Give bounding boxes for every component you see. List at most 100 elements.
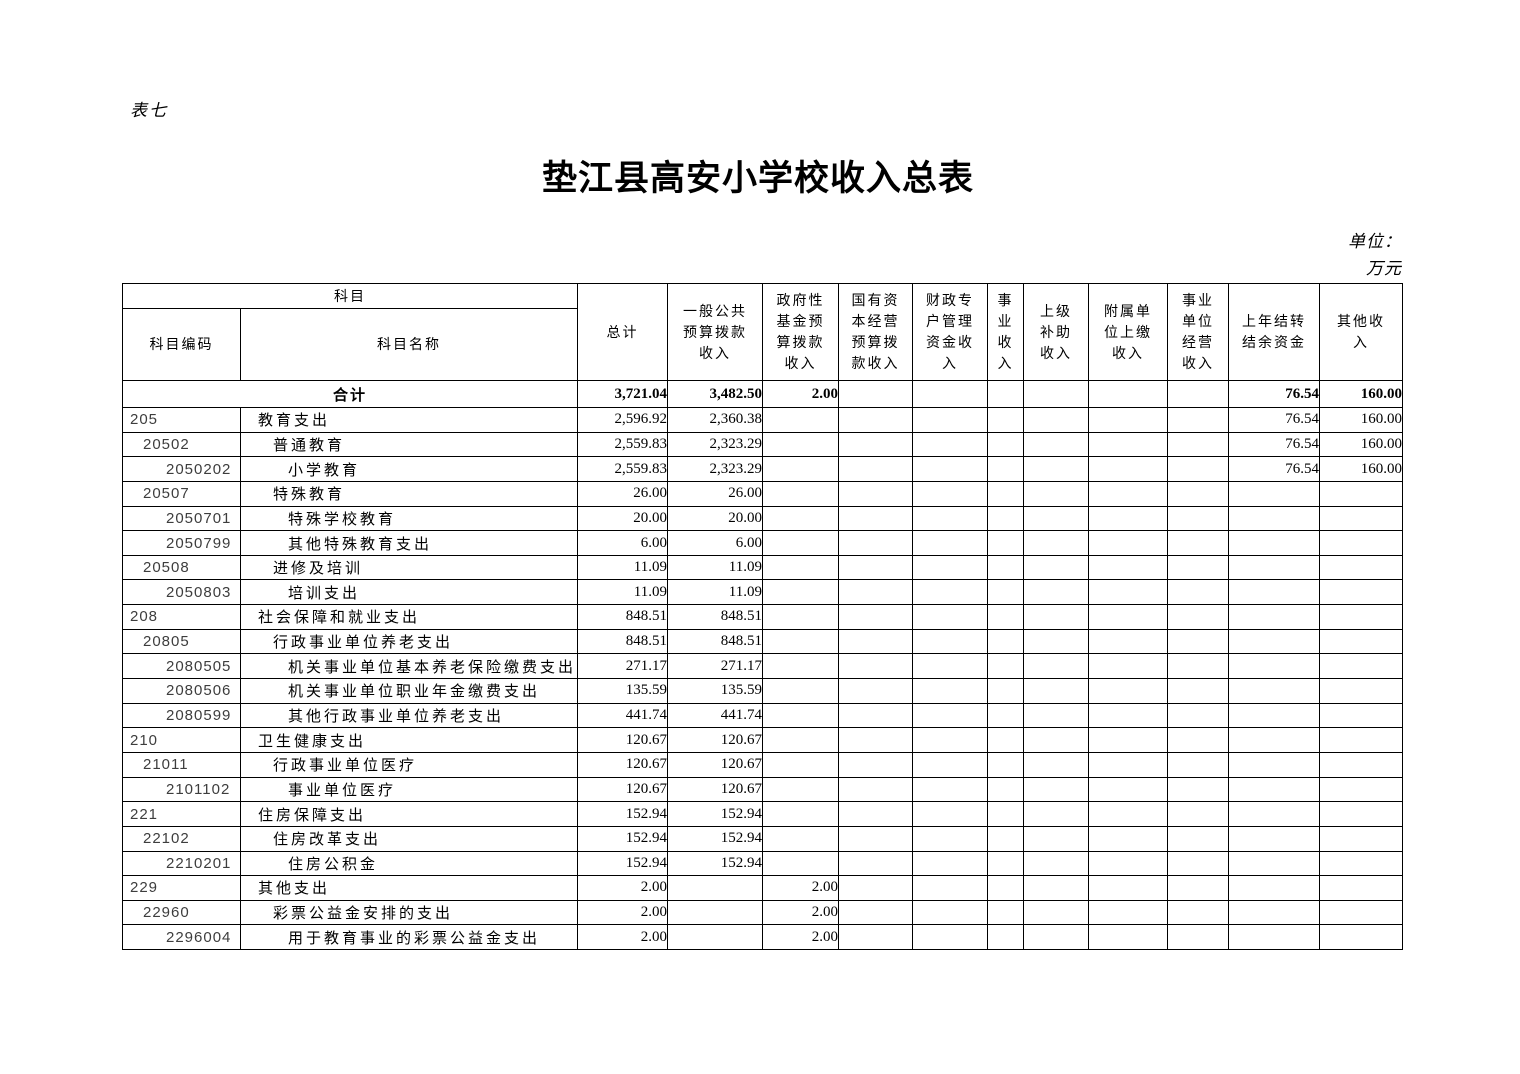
value-cell bbox=[1088, 875, 1168, 901]
header-institution-income: 事 业 收 入 bbox=[987, 283, 1024, 381]
value-cell bbox=[838, 776, 913, 803]
value-cell bbox=[1228, 751, 1320, 778]
value-cell: 152.94 bbox=[577, 850, 668, 877]
subject-code-cell: 229 bbox=[122, 875, 241, 901]
value-cell bbox=[1167, 727, 1229, 753]
value-cell bbox=[912, 850, 988, 877]
value-cell bbox=[1088, 530, 1168, 556]
value-cell bbox=[1088, 628, 1168, 655]
value-cell bbox=[1167, 702, 1229, 729]
value-cell bbox=[987, 604, 1024, 630]
value-cell bbox=[987, 431, 1024, 458]
value-cell bbox=[1088, 407, 1168, 433]
value-cell bbox=[1088, 505, 1168, 532]
subject-name-cell: 其他支出 bbox=[240, 875, 578, 901]
subject-code-cell: 2050803 bbox=[122, 579, 241, 606]
subject-code-cell: 2210201 bbox=[122, 850, 241, 877]
table-row: 2210201 住房公积金 152.94 152.94 bbox=[122, 850, 1403, 877]
header-total: 总计 bbox=[577, 283, 668, 381]
subject-name-cell: 培训支出 bbox=[240, 579, 578, 606]
value-cell bbox=[1167, 875, 1229, 901]
value-cell bbox=[1167, 801, 1229, 827]
table-number-label: 表七 bbox=[130, 101, 168, 120]
value-cell: 160.00 bbox=[1319, 407, 1403, 433]
value-cell bbox=[912, 431, 988, 458]
subject-name-cell: 普通教育 bbox=[240, 431, 578, 458]
value-cell bbox=[762, 776, 839, 803]
value-cell bbox=[912, 456, 988, 482]
value-cell bbox=[987, 530, 1024, 556]
value-cell bbox=[838, 604, 913, 630]
table-row: 221 住房保障支出 152.94 152.94 bbox=[122, 801, 1403, 827]
value-cell bbox=[912, 653, 988, 680]
value-cell bbox=[1319, 850, 1403, 877]
value-cell bbox=[1228, 850, 1320, 877]
value-cell bbox=[1167, 604, 1229, 630]
value-cell bbox=[987, 678, 1024, 704]
value-cell bbox=[1167, 924, 1229, 951]
value-cell bbox=[1167, 899, 1229, 926]
value-cell: 135.59 bbox=[667, 678, 763, 704]
value-cell bbox=[912, 702, 988, 729]
value-cell bbox=[1023, 776, 1089, 803]
subject-code-cell: 208 bbox=[122, 604, 241, 630]
value-cell: 2.00 bbox=[577, 899, 668, 926]
total-cell bbox=[838, 380, 913, 408]
subject-name-cell: 住房保障支出 bbox=[240, 801, 578, 827]
value-cell bbox=[1228, 727, 1320, 753]
value-cell bbox=[1088, 801, 1168, 827]
value-cell bbox=[1023, 431, 1089, 458]
table-row: 2050202 小学教育 2,559.83 2,323.29 76.54 160… bbox=[122, 456, 1403, 482]
value-cell: 2.00 bbox=[762, 924, 839, 951]
value-cell bbox=[1023, 653, 1089, 680]
value-cell: 271.17 bbox=[667, 653, 763, 680]
value-cell bbox=[1023, 604, 1089, 630]
value-cell bbox=[838, 751, 913, 778]
value-cell bbox=[912, 875, 988, 901]
value-cell bbox=[1319, 727, 1403, 753]
value-cell bbox=[838, 579, 913, 606]
value-cell bbox=[1167, 530, 1229, 556]
value-cell bbox=[762, 480, 839, 507]
header-operating-income: 事业 单位 经营 收入 bbox=[1167, 283, 1229, 381]
subject-name-cell: 特殊教育 bbox=[240, 480, 578, 507]
value-cell bbox=[912, 480, 988, 507]
value-cell bbox=[1319, 628, 1403, 655]
subject-code-cell: 20508 bbox=[122, 554, 241, 581]
value-cell bbox=[912, 899, 988, 926]
value-cell bbox=[987, 801, 1024, 827]
value-cell bbox=[838, 628, 913, 655]
value-cell: 11.09 bbox=[667, 554, 763, 581]
value-cell bbox=[762, 407, 839, 433]
value-cell bbox=[1088, 456, 1168, 482]
value-cell bbox=[1088, 776, 1168, 803]
value-cell: 11.09 bbox=[667, 579, 763, 606]
value-cell bbox=[1228, 801, 1320, 827]
value-cell bbox=[1319, 554, 1403, 581]
subject-name-cell: 卫生健康支出 bbox=[240, 727, 578, 753]
subject-code-cell: 20502 bbox=[122, 431, 241, 458]
total-cell: 76.54 bbox=[1228, 380, 1320, 408]
value-cell: 2,596.92 bbox=[577, 407, 668, 433]
value-cell bbox=[1167, 431, 1229, 458]
subject-code-cell: 210 bbox=[122, 727, 241, 753]
value-cell bbox=[1319, 751, 1403, 778]
value-cell bbox=[1088, 480, 1168, 507]
value-cell: 20.00 bbox=[577, 505, 668, 532]
unit-label-line2: 万元 bbox=[1366, 259, 1402, 278]
value-cell bbox=[1319, 480, 1403, 507]
value-cell bbox=[912, 801, 988, 827]
table-row: 205 教育支出 2,596.92 2,360.38 76.54 160.00 bbox=[122, 407, 1403, 433]
table-row: 210 卫生健康支出 120.67 120.67 bbox=[122, 727, 1403, 753]
value-cell bbox=[912, 924, 988, 951]
value-cell bbox=[1228, 505, 1320, 532]
table-row: 21011 行政事业单位医疗 120.67 120.67 bbox=[122, 751, 1403, 778]
value-cell bbox=[1228, 776, 1320, 803]
subject-name-cell: 用于教育事业的彩票公益金支出 bbox=[240, 924, 578, 951]
value-cell: 2,559.83 bbox=[577, 431, 668, 458]
value-cell bbox=[912, 628, 988, 655]
value-cell bbox=[667, 875, 763, 901]
subject-code-cell: 2080599 bbox=[122, 702, 241, 729]
value-cell bbox=[762, 653, 839, 680]
